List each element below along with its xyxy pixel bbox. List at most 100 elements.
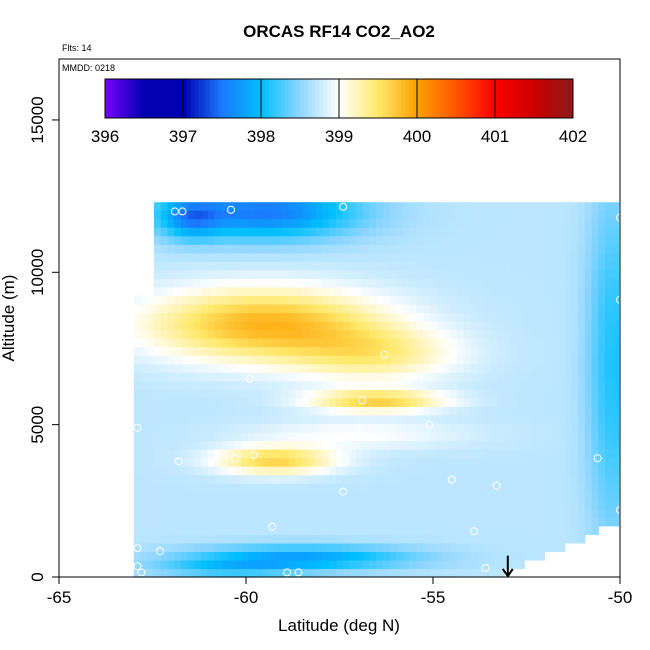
heatmap-cell	[423, 312, 431, 322]
heatmap-cell	[537, 380, 546, 390]
heatmap-cell	[221, 303, 229, 314]
heatmap-cell	[369, 406, 377, 416]
heatmap-cell	[154, 286, 162, 297]
heatmap-cell	[537, 355, 546, 365]
heatmap-cell	[544, 440, 552, 450]
heatmap-cell	[510, 525, 519, 535]
heatmap-cell	[409, 414, 418, 425]
heatmap-cell	[510, 269, 519, 279]
heatmap-cell	[389, 363, 397, 373]
heatmap-cell	[234, 227, 243, 237]
heatmap-cell	[187, 303, 195, 314]
heatmap-cell	[214, 227, 222, 237]
heatmap-cell	[355, 457, 364, 467]
colorbar-segment	[303, 79, 309, 118]
heatmap-cell	[349, 202, 357, 211]
heatmap-cell	[564, 252, 572, 262]
heatmap-cell	[268, 380, 276, 390]
heatmap-cell	[140, 303, 148, 314]
heatmap-cell	[436, 303, 445, 314]
heatmap-cell	[342, 508, 350, 518]
heatmap-cell	[281, 321, 290, 331]
heatmap-cell	[382, 389, 391, 399]
heatmap-cell	[497, 338, 505, 348]
heatmap-cell	[605, 397, 613, 407]
heatmap-cell	[376, 312, 384, 322]
heatmap-cell	[436, 321, 445, 331]
heatmap-cell	[207, 466, 216, 476]
heatmap-cell	[308, 551, 317, 561]
heatmap-cell	[497, 252, 505, 262]
heatmap-cell	[329, 218, 337, 228]
heatmap-cell	[362, 449, 371, 459]
heatmap-cell	[497, 500, 505, 510]
heatmap-cell	[416, 372, 424, 382]
heatmap-cell	[308, 252, 317, 262]
heatmap-cell	[389, 414, 397, 425]
heatmap-cell	[544, 517, 552, 527]
heatmap-cell	[557, 303, 566, 314]
heatmap-cell	[302, 389, 310, 399]
heatmap-cell	[584, 414, 593, 425]
heatmap-cell	[329, 517, 337, 527]
heatmap-cell	[254, 397, 263, 407]
heatmap-cell	[201, 397, 209, 407]
heatmap-cell	[261, 406, 270, 416]
heatmap-cell	[201, 210, 209, 220]
heatmap-cell	[261, 397, 270, 407]
heatmap-cell	[329, 491, 337, 501]
heatmap-cell	[221, 227, 229, 237]
heatmap-cell	[456, 440, 465, 450]
heatmap-cell	[510, 321, 519, 331]
heatmap-cell	[154, 346, 162, 356]
heatmap-cell	[221, 568, 229, 578]
heatmap-cell	[295, 534, 303, 544]
heatmap-cell	[423, 414, 431, 425]
heatmap-cell	[409, 380, 418, 390]
heatmap-cell	[174, 286, 182, 297]
heatmap-cell	[524, 278, 532, 288]
heatmap-cell	[254, 389, 263, 399]
heatmap-cell	[524, 202, 532, 211]
heatmap-cell	[275, 295, 283, 305]
heatmap-cell	[537, 414, 546, 425]
heatmap-cell	[221, 551, 229, 561]
heatmap-cell	[376, 329, 384, 339]
heatmap-cell	[221, 414, 229, 425]
heatmap-cell	[254, 355, 263, 365]
heatmap-cell	[551, 406, 559, 416]
heatmap-cell	[248, 372, 256, 382]
heatmap-cell	[140, 414, 148, 425]
heatmap-cell	[133, 423, 142, 433]
heatmap-cell	[483, 457, 492, 467]
heatmap-cell	[504, 244, 512, 254]
heatmap-cell	[423, 321, 431, 331]
heatmap-cell	[483, 568, 492, 578]
heatmap-cell	[160, 312, 169, 322]
x-axis: -65 -60 -55 -50	[47, 577, 632, 607]
heatmap-cell	[605, 244, 613, 254]
heatmap-cell	[315, 559, 323, 570]
heatmap-cell	[221, 517, 229, 527]
heatmap-cell	[571, 312, 579, 322]
heatmap-cell	[295, 303, 303, 314]
heatmap-cell	[228, 508, 236, 518]
heatmap-cell	[423, 210, 431, 220]
heatmap-cell	[221, 278, 229, 288]
heatmap-cell	[228, 303, 236, 314]
heatmap-cell	[295, 218, 303, 228]
heatmap-cell	[133, 508, 142, 518]
heatmap-cell	[308, 397, 317, 407]
heatmap-cell	[201, 329, 209, 339]
heatmap-cell	[524, 380, 532, 390]
heatmap-cell	[450, 227, 458, 237]
heatmap-cell	[308, 355, 317, 365]
heatmap-cell	[598, 269, 606, 279]
heatmap-cell	[578, 372, 586, 382]
heatmap-cell	[578, 338, 586, 348]
heatmap-cell	[174, 466, 182, 476]
heatmap-cell	[470, 534, 478, 544]
heatmap-cell	[362, 457, 371, 467]
heatmap-cell	[403, 218, 411, 228]
heatmap-cell	[275, 406, 283, 416]
